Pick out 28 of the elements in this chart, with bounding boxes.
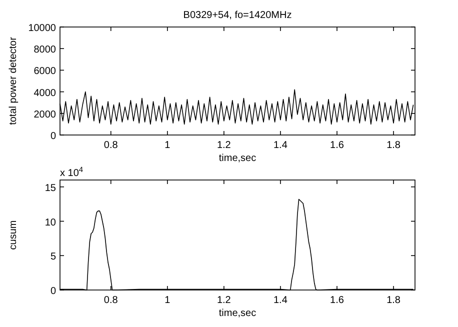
x-tick-label: 0.8 [104,295,118,306]
x-tick-label: 1 [164,140,171,151]
y-tick-label: 15 [44,182,56,194]
x-tick-label: 1.6 [330,295,344,306]
y-axis-title: cusum [8,220,19,250]
x-tick-label: 1.4 [274,295,288,306]
x-tick-label: 1.6 [330,140,344,151]
x-tick-label: 1.2 [216,140,232,151]
chart-title: B0329+54, fo=1420MHz [183,10,292,21]
x-tick-label: 1.8 [386,140,401,151]
y-tick-label: 6000 [34,66,56,78]
y-tick-label: 0 [50,286,56,297]
y-tick-label: 4000 [34,88,56,99]
x-axis-title: time,sec [218,153,256,164]
y-tick-label: 2000 [34,109,56,120]
x-tick-label: 1.2 [216,295,232,306]
x-tick-label: 1.4 [274,140,288,151]
y-tick-label: 5 [50,252,56,263]
y-tick-label: 10000 [28,23,56,34]
x-axis-title: time,sec [218,308,256,319]
y-tick-label: 8000 [34,44,56,56]
x-tick-label: 1.8 [386,295,401,306]
y-tick-label: 0 [50,131,56,142]
y-tick-label: 10 [44,217,56,228]
x-tick-label: 0.8 [104,140,118,151]
text: x 10$^{4}$ [60,164,84,179]
x-tick-label: 1 [164,295,171,306]
y-axis-title: total power detector [8,36,19,125]
